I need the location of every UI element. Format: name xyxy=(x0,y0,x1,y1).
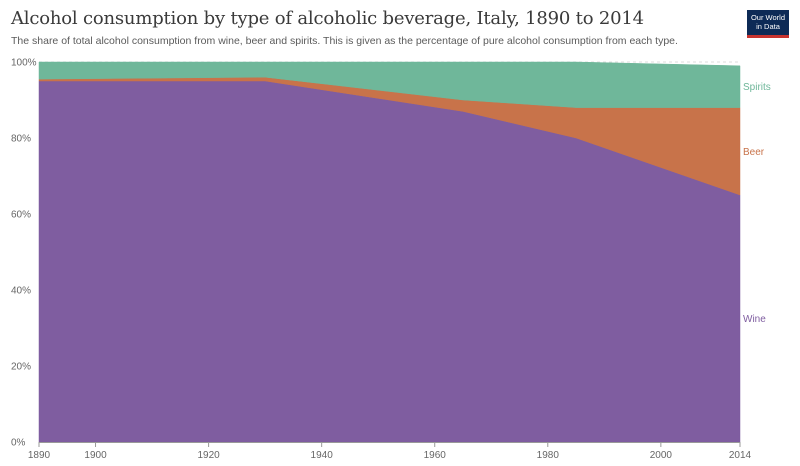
x-tick-label: 1960 xyxy=(424,450,447,461)
series-label-wine: Wine xyxy=(743,314,766,325)
x-tick-label: 1940 xyxy=(311,450,334,461)
logo-line-2: in Data xyxy=(756,22,780,31)
y-tick-label: 100% xyxy=(11,58,37,69)
series-label-beer: Beer xyxy=(743,147,765,158)
y-tick-label: 20% xyxy=(11,362,31,373)
x-tick-label: 2000 xyxy=(650,450,673,461)
chart-title: Alcohol consumption by type of alcoholic… xyxy=(11,8,644,29)
logo-line-1: Our World xyxy=(750,13,786,22)
y-tick-label: 40% xyxy=(11,286,31,297)
series-area-spirits xyxy=(38,61,741,108)
y-tick-label: 80% xyxy=(11,134,31,145)
x-tick-label: 1920 xyxy=(197,450,220,461)
x-tick-label: 2014 xyxy=(729,450,752,461)
owid-logo[interactable]: Our World in Data xyxy=(747,10,789,38)
x-tick-label: 1890 xyxy=(28,450,51,461)
chart-subtitle: The share of total alcohol consumption f… xyxy=(11,35,678,47)
series-label-spirits: Spirits xyxy=(743,82,771,93)
x-tick-label: 1980 xyxy=(537,450,560,461)
x-tick-label: 1900 xyxy=(84,450,107,461)
y-tick-label: 0% xyxy=(11,438,26,449)
y-tick-label: 60% xyxy=(11,210,31,221)
